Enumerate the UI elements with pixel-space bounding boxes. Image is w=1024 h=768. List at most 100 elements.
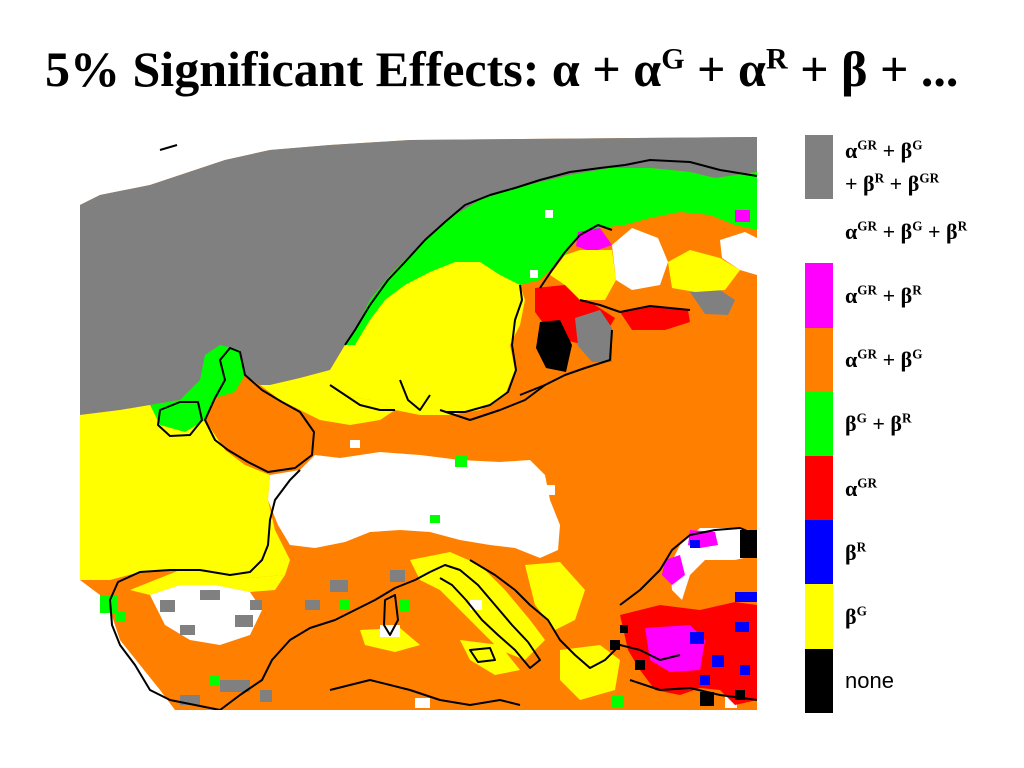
- legend-superscript: R: [912, 282, 922, 298]
- legend-label: αGR + βG: [845, 343, 922, 376]
- legend-swatch: [805, 648, 833, 713]
- map-patches-green: [100, 455, 624, 707]
- legend-label-line: αGR + βG + βR: [845, 215, 967, 248]
- map-patch-magenta: [735, 210, 750, 222]
- map-region-north-sea: [240, 370, 395, 425]
- legend-item: αGR + βG + βR + βGR: [805, 134, 1020, 200]
- legend-text: + β: [922, 218, 958, 244]
- legend-text: + β: [877, 138, 913, 164]
- legend-superscript: G: [856, 603, 867, 619]
- map-patch-blue: [735, 592, 757, 602]
- legend-text: + β: [877, 218, 913, 244]
- legend-text: + β: [845, 171, 875, 197]
- legend-superscript: R: [874, 170, 885, 186]
- title-text: 5% Significant Effects: α + α: [45, 41, 662, 97]
- legend-label: βG: [845, 600, 867, 633]
- legend-label-line: βR: [845, 536, 866, 569]
- map-region-north-atlantic: [80, 137, 757, 415]
- map-region-black-sea-west: [662, 555, 685, 585]
- legend-item: βG + βR: [805, 391, 1020, 456]
- legend-item: αGR: [805, 455, 1020, 521]
- legend-text: β: [845, 411, 857, 437]
- legend-item: βG: [805, 584, 1020, 649]
- legend-swatch: [805, 135, 833, 200]
- map-region-gulf-of-finland: [620, 306, 690, 330]
- map-region-finland-magenta: [576, 228, 612, 252]
- legend-text: α: [845, 218, 858, 244]
- legend-label-line: αGR + βG: [845, 134, 939, 167]
- slide-title: 5% Significant Effects: α + αG + αR + β …: [45, 44, 958, 94]
- map-region-west-france: [80, 405, 290, 580]
- map-region-finland-center: [612, 228, 668, 290]
- legend-text: α: [845, 475, 858, 501]
- legend-swatch: [805, 520, 833, 585]
- legend-superscript: G: [912, 218, 923, 234]
- legend-superscript: GR: [857, 346, 878, 362]
- map-region-iberia-center: [150, 585, 262, 645]
- legend-item: αGR + βR: [805, 263, 1020, 328]
- legend-label-line: βG: [845, 600, 867, 633]
- legend-text: α: [845, 282, 858, 308]
- legend-swatch: [805, 584, 833, 649]
- legend-label-line: αGR + βG: [845, 343, 922, 376]
- legend-superscript: G: [912, 137, 923, 153]
- legend-label: αGR + βR: [845, 279, 922, 312]
- legend: αGR + βG + βR + βGR αGR + βG + βR αGR + βR α…: [805, 135, 1020, 713]
- map-region-central-europe: [268, 452, 560, 558]
- legend-superscript: GR: [857, 282, 878, 298]
- legend-item: βR: [805, 520, 1020, 585]
- map-patches-gray: [160, 570, 405, 705]
- legend-swatch: [805, 327, 833, 392]
- map-region-finland-west: [550, 250, 616, 300]
- legend-superscript: GR: [919, 170, 940, 186]
- legend-swatch: [805, 391, 833, 456]
- map-patches-blue: [690, 622, 750, 685]
- legend-swatch: [805, 263, 833, 328]
- legend-text: none: [845, 668, 894, 694]
- title-superscript: G: [661, 42, 685, 76]
- legend-label-line: + βR + βGR: [845, 167, 939, 200]
- legend-superscript: R: [856, 539, 867, 555]
- legend-text: β: [845, 603, 857, 629]
- title-text: + β + ...: [787, 41, 959, 97]
- legend-label: βG + βR: [845, 407, 912, 440]
- legend-text: + β: [877, 347, 913, 373]
- legend-superscript: GR: [857, 475, 878, 491]
- legend-label-line: βG + βR: [845, 407, 912, 440]
- map-region-baltic-gray: [575, 310, 612, 362]
- legend-swatch: [805, 455, 833, 521]
- map-region-baltic-none: [536, 320, 572, 372]
- legend-label-line: αGR + βR: [845, 279, 922, 312]
- legend-text: α: [845, 138, 858, 164]
- legend-item: none: [805, 648, 1020, 713]
- map-region-karelia: [668, 250, 740, 292]
- map-region-lake-gray: [690, 290, 735, 315]
- legend-swatch: [805, 199, 833, 264]
- legend-text: β: [845, 539, 857, 565]
- map-region-britain: [205, 375, 315, 475]
- legend-superscript: GR: [857, 137, 878, 153]
- map-region-balkans: [525, 562, 585, 630]
- map-patch-none: [740, 530, 757, 558]
- legend-text: α: [845, 347, 858, 373]
- map-region-scandinavia-north: [345, 168, 757, 345]
- title-text: + α: [684, 41, 766, 97]
- legend-superscript: G: [912, 346, 923, 362]
- legend-label-line: αGR: [845, 472, 877, 505]
- legend-text: + β: [877, 282, 913, 308]
- legend-superscript: R: [957, 218, 968, 234]
- coastlines: [109, 144, 757, 710]
- map-patches-none: [610, 625, 745, 706]
- legend-superscript: R: [902, 411, 912, 427]
- europe-effects-map: [80, 137, 757, 710]
- legend-superscript: G: [856, 411, 867, 427]
- legend-item: αGR + βG: [805, 327, 1020, 392]
- title-superscript: R: [765, 42, 788, 76]
- legend-superscript: GR: [857, 218, 878, 234]
- legend-text: + β: [884, 171, 920, 197]
- map-patch-blue: [690, 540, 700, 548]
- map-region-sweden: [330, 262, 525, 415]
- legend-item: αGR + βG + βR: [805, 199, 1020, 264]
- legend-label: αGR + βG + βR: [845, 215, 967, 248]
- legend-label: αGR: [845, 472, 877, 505]
